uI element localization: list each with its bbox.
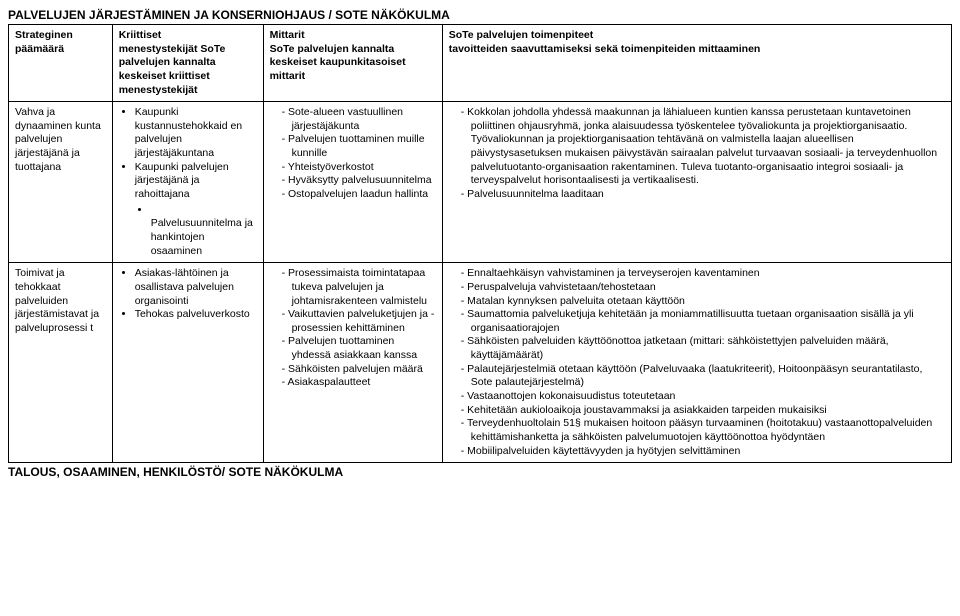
header-col2: Kriittiset menestystekijät SoTe palveluj…	[112, 25, 263, 102]
table-row: Vahva ja dynaaminen kunta palvelujen jär…	[9, 102, 952, 263]
list-item: Peruspalveluja vahvistetaan/tehostetaan	[461, 281, 945, 295]
list-item: Prosessimaista toimintatapaa tukeva palv…	[282, 267, 436, 308]
row2-col3: Prosessimaista toimintatapaa tukeva palv…	[263, 263, 442, 463]
header-col4-l2: tavoitteiden saavuttamiseksi sekä toimen…	[449, 43, 761, 55]
list-item: Palvelusuunnitelma laaditaan	[461, 188, 945, 202]
list-item: Palvelusuunnitelma ja hankintojen osaami…	[151, 204, 257, 259]
list-item: Yhteistyöverkostot	[282, 161, 436, 175]
list-item: Kokkolan johdolla yhdessä maakunnan ja l…	[461, 106, 945, 188]
list-item: Sote-alueen vastuullinen järjestäjäkunta	[282, 106, 436, 133]
header-col3: Mittarit SoTe palvelujen kannalta keskei…	[263, 25, 442, 102]
list-item: Kehitetään aukioloaikoja joustavammaksi …	[461, 404, 945, 418]
list-item: Sähköisten palvelujen määrä	[282, 363, 436, 377]
list-item: Kaupunki kustannustehokkaid en palveluje…	[135, 106, 257, 161]
header-col2-l2: menestystekijät SoTe palvelujen kannalta…	[119, 43, 226, 96]
footer-title: TALOUS, OSAAMINEN, HENKILÖSTÖ/ SOTE NÄKÖ…	[8, 463, 952, 479]
list-item: Matalan kynnyksen palveluita otetaan käy…	[461, 295, 945, 309]
row1-col1: Vahva ja dynaaminen kunta palvelujen jär…	[9, 102, 113, 263]
row1-col3: Sote-alueen vastuullinen järjestäjäkunta…	[263, 102, 442, 263]
row1-col2: Kaupunki kustannustehokkaid en palveluje…	[112, 102, 263, 263]
list-item: Vastaanottojen kokonaisuudistus toteutet…	[461, 390, 945, 404]
list-item: Asiakaspalautteet	[282, 376, 436, 390]
header-col1: Strateginen päämäärä	[9, 25, 113, 102]
list-item: Kaupunki palvelujen järjestäjänä ja raho…	[135, 161, 257, 202]
list-item: Palvelujen tuottaminen yhdessä asiakkaan…	[282, 335, 436, 362]
row2-col4: Ennaltaehkäisyn vahvistaminen ja terveys…	[442, 263, 951, 463]
header-col3-l1: Mittarit	[270, 29, 305, 41]
list-item: Palautejärjestelmiä otetaan käyttöön (Pa…	[461, 363, 945, 390]
list-item: Hyväksytty palvelusuunnitelma	[282, 174, 436, 188]
header-col4-l1: SoTe palvelujen toimenpiteet	[449, 29, 594, 41]
header-col1-l1: Strateginen	[15, 29, 73, 41]
header-row: Strateginen päämäärä Kriittiset menestys…	[9, 25, 952, 102]
list-item: Palvelujen tuottaminen muille kunnille	[282, 133, 436, 160]
header-col2-l1: Kriittiset	[119, 29, 162, 41]
row2-col2: Asiakas-lähtöinen ja osallistava palvelu…	[112, 263, 263, 463]
list-item: Asiakas-lähtöinen ja osallistava palvelu…	[135, 267, 257, 308]
list-item: Tehokas palveluverkosto	[135, 308, 257, 322]
list-item: Saumattomia palveluketjuja kehitetään ja…	[461, 308, 945, 335]
header-col3-l2: SoTe palvelujen kannalta keskeiset kaupu…	[270, 43, 406, 82]
list-item: Ostopalvelujen laadun hallinta	[282, 188, 436, 202]
list-item: Sähköisten palveluiden käyttöönottoa jat…	[461, 335, 945, 362]
row2-col1: Toimivat ja tehokkaat palveluiden järjes…	[9, 263, 113, 463]
list-item: Vaikuttavien palveluketjujen ja - proses…	[282, 308, 436, 335]
table-row: Toimivat ja tehokkaat palveluiden järjes…	[9, 263, 952, 463]
page-title: PALVELUJEN JÄRJESTÄMINEN JA KONSERNIOHJA…	[8, 8, 952, 24]
header-col4: SoTe palvelujen toimenpiteet tavoitteide…	[442, 25, 951, 102]
list-item: Ennaltaehkäisyn vahvistaminen ja terveys…	[461, 267, 945, 281]
list-item: Terveydenhuoltolain 51§ mukaisen hoitoon…	[461, 417, 945, 444]
list-item: Mobiilipalveluiden käytettävyyden ja hyö…	[461, 445, 945, 459]
header-col1-l2: päämäärä	[15, 43, 64, 55]
sote-table: Strateginen päämäärä Kriittiset menestys…	[8, 24, 952, 463]
sub-item-text: Palvelusuunnitelma ja hankintojen osaami…	[151, 217, 253, 256]
row1-col4: Kokkolan johdolla yhdessä maakunnan ja l…	[442, 102, 951, 263]
